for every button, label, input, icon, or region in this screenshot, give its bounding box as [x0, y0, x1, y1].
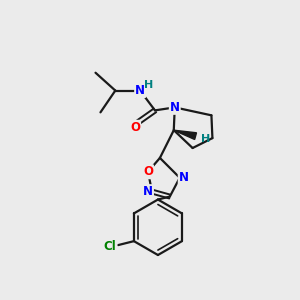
Text: N: N [143, 185, 153, 198]
Polygon shape [174, 130, 196, 140]
Text: N: N [135, 84, 145, 97]
Text: O: O [130, 121, 140, 134]
Text: H: H [144, 80, 154, 90]
Text: N: N [179, 171, 189, 184]
Text: Cl: Cl [104, 240, 116, 253]
Text: H: H [201, 134, 210, 144]
Text: N: N [170, 101, 180, 114]
Text: O: O [143, 165, 153, 178]
